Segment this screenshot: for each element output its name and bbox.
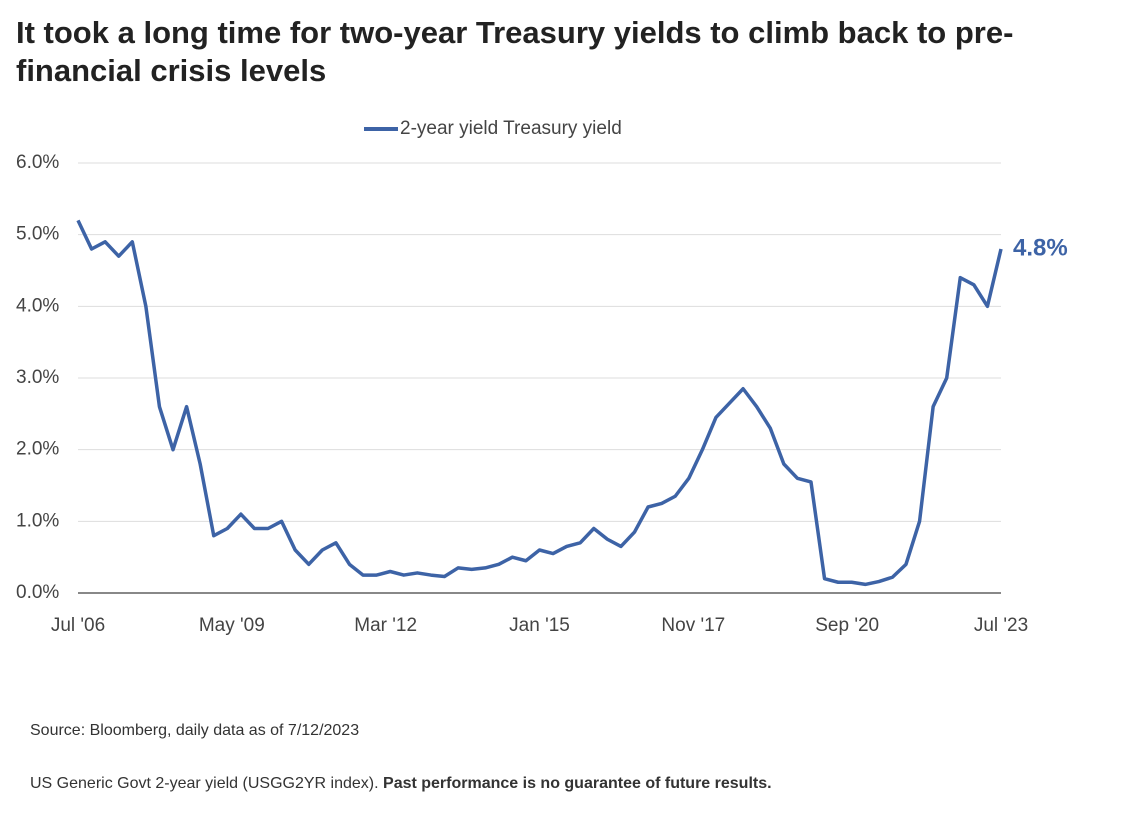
legend-label: 2-year yield Treasury yield bbox=[400, 118, 622, 139]
y-tick-label: 2.0% bbox=[16, 439, 59, 460]
x-tick-label: Jan '15 bbox=[509, 615, 570, 636]
x-tick-label: Jul '06 bbox=[51, 615, 105, 636]
footnote: US Generic Govt 2-year yield (USGG2YR in… bbox=[30, 775, 772, 793]
y-tick-label: 5.0% bbox=[16, 224, 59, 245]
x-tick-label: Mar '12 bbox=[354, 615, 417, 636]
source: Source: Bloomberg, daily data as of 7/12… bbox=[30, 722, 360, 739]
x-tick-label: Nov '17 bbox=[661, 615, 725, 636]
y-tick-label: 6.0% bbox=[16, 152, 59, 173]
x-tick-label: May '09 bbox=[199, 615, 265, 636]
line bbox=[76, 219, 1003, 587]
x-tick-label: Sep '20 bbox=[815, 615, 879, 636]
y-tick-label: 0.0% bbox=[16, 582, 59, 603]
value-label: 4.8% bbox=[1013, 234, 1068, 261]
y-tick-label: 1.0% bbox=[16, 510, 59, 531]
chart-title: It took a long time for two-year Treasur… bbox=[16, 15, 1014, 88]
disclaimer: Past performance is no guarantee of futu… bbox=[383, 775, 772, 792]
x-tick-label: Jul '23 bbox=[974, 615, 1028, 636]
y-tick-label: 4.0% bbox=[16, 295, 59, 316]
y-tick-label: 3.0% bbox=[16, 367, 59, 388]
note: US Generic Govt 2-year yield (USGG2YR in… bbox=[30, 775, 379, 792]
chart: 0.0% 1.0% 2.0% 3.0% 4.0% 5.0% 6.0% Jul '06 May '… bbox=[16, 118, 1068, 636]
